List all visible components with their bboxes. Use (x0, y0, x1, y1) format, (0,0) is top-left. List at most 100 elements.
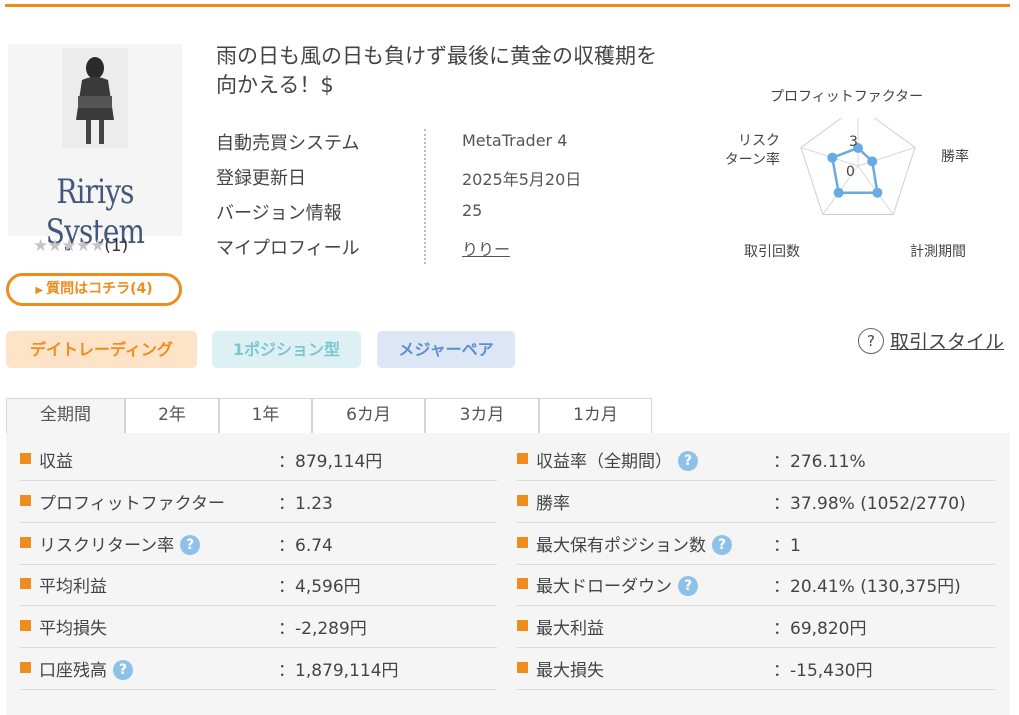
question-button[interactable]: ▶ 質問はコチラ(4) (6, 273, 182, 306)
bullet-square-icon (517, 537, 528, 548)
stat-label: 勝率 (536, 494, 570, 514)
stat-value: ：879,114円 (278, 452, 383, 472)
radar-point (827, 152, 838, 163)
help-icon[interactable]: ? (113, 660, 133, 680)
radar-point (833, 187, 844, 198)
stat-row: 最大ドローダウン? ：20.41% (130,375円) (517, 564, 995, 606)
info-label-profile: マイプロフィール (216, 238, 360, 259)
trade-style-label: 取引スタイル (890, 331, 1005, 353)
stat-label: 最大保有ポジション数? (536, 531, 732, 556)
tag-day-trading[interactable]: デイトレーディング (6, 331, 197, 368)
radar-label-trades: 取引回数 (744, 244, 800, 260)
rating[interactable]: ★★★★★(1) (33, 236, 128, 256)
info-divider (424, 129, 426, 264)
stat-label: リスクリターン率? (39, 531, 201, 556)
info-value-version: 25 (462, 201, 483, 220)
stat-value: ：-2,289円 (278, 619, 367, 639)
bullet-square-icon (20, 453, 31, 464)
rating-stars: ★★★★★ (33, 236, 105, 256)
product-title: 雨の日も風の日も負けず最後に黄金の収穫期を向かえる！$ (216, 44, 657, 97)
help-icon[interactable]: ? (678, 451, 698, 471)
bullet-square-icon (517, 453, 528, 464)
radar-points (827, 143, 883, 198)
radar-grid (800, 118, 916, 216)
bullet-square-icon (517, 662, 528, 673)
info-label-updated: 登録更新日 (216, 168, 306, 189)
radar-scale-max: 3 (849, 134, 858, 150)
bullet-square-icon (20, 662, 31, 673)
tab-1-month[interactable]: 1カ月 (539, 398, 652, 434)
top-accent-line (5, 4, 1010, 7)
stat-label: 口座残高? (39, 656, 133, 681)
info-label-platform: 自動売買システム (216, 133, 360, 154)
profile-link-label: りりー (462, 240, 511, 259)
stat-value: ：4,596円 (278, 577, 361, 597)
stat-row: 最大損失 ：-15,430円 (517, 648, 995, 690)
stat-label: 平均利益 (39, 577, 107, 597)
stat-label: 最大損失 (536, 661, 604, 681)
info-label-version: バージョン情報 (216, 203, 342, 224)
radar-point (872, 187, 883, 198)
stat-value: ：37.98% (1052/2770) (773, 494, 966, 514)
stat-row: プロフィットファクター ：1.23 (20, 481, 497, 523)
radar-axis (857, 146, 916, 167)
profile-link[interactable]: りりー (462, 236, 510, 260)
trade-style-link[interactable]: ? 取引スタイル (858, 327, 1004, 354)
bullet-square-icon (517, 495, 528, 506)
bullet-square-icon (20, 578, 31, 589)
tab-6-months[interactable]: 6カ月 (312, 398, 425, 434)
tab-all-period[interactable]: 全期間 (6, 398, 125, 435)
triangle-right-icon: ▶ (35, 285, 44, 296)
stat-value: ：20.41% (130,375円) (773, 577, 961, 597)
stat-value: ：1 (773, 536, 801, 556)
radar-point (867, 156, 878, 167)
stat-row: リスクリターン率? ：6.74 (20, 523, 497, 565)
radar-scale-min: 0 (846, 164, 855, 180)
radar-label-period: 計測期間 (910, 244, 966, 260)
tag-one-position[interactable]: 1ポジション型 (212, 331, 361, 368)
stat-row: 収益 ：879,114円 (20, 439, 497, 481)
stat-label: プロフィットファクター (39, 494, 225, 514)
stat-row: 最大利益 ：69,820円 (517, 606, 995, 648)
stat-value: ：1,879,114円 (278, 661, 399, 681)
product-photo (62, 48, 128, 148)
question-button-label: 質問はコチラ(4) (46, 281, 153, 297)
radar-label-win-rate: 勝率 (941, 149, 969, 165)
info-value-updated: 2025年5月20日 (462, 170, 582, 189)
help-icon[interactable]: ? (678, 576, 698, 596)
stat-row: 最大保有ポジション数? ：1 (517, 523, 995, 565)
tab-2-years[interactable]: 2年 (125, 398, 219, 434)
stat-label: 収益 (39, 452, 73, 472)
help-icon[interactable]: ? (180, 535, 201, 555)
stat-row: 収益率（全期間）? ：276.11% (517, 439, 995, 481)
bullet-square-icon (517, 620, 528, 631)
bullet-square-icon (20, 537, 31, 548)
info-value-platform: MetaTrader 4 (462, 131, 568, 150)
stat-value: ：276.11% (773, 452, 866, 472)
radar-chart: 3 0 (800, 118, 916, 216)
stat-row: 口座残高? ：1,879,114円 (20, 648, 497, 690)
stat-label: 収益率（全期間）? (536, 447, 698, 472)
stat-value: ：-15,430円 (773, 661, 873, 681)
stat-label: 最大利益 (536, 619, 604, 639)
rating-count: (1) (104, 236, 129, 256)
bullet-square-icon (517, 578, 528, 589)
tag-major-pair[interactable]: メジャーペア (377, 331, 515, 368)
question-circle-icon: ? (858, 327, 884, 354)
product-image[interactable]: Ririys System (8, 44, 182, 252)
stat-value: ：1.23 (278, 494, 333, 514)
stat-row: 平均利益 ：4,596円 (20, 564, 497, 606)
bullet-square-icon (20, 620, 31, 631)
tab-1-year[interactable]: 1年 (219, 398, 312, 434)
stat-value: ：69,820円 (773, 619, 867, 639)
radar-label-risk-return: リスク ターン率 (724, 133, 780, 168)
brand-logo-text: Ririys System (45, 172, 145, 252)
help-icon[interactable]: ? (712, 535, 732, 555)
stat-row: 勝率 ：37.98% (1052/2770) (517, 481, 995, 523)
stat-label: 最大ドローダウン? (536, 572, 698, 597)
tab-3-months[interactable]: 3カ月 (425, 398, 539, 434)
stat-row: 平均損失 ：-2,289円 (20, 606, 497, 648)
stat-label: 平均損失 (39, 619, 107, 639)
bullet-square-icon (20, 495, 31, 506)
radar-label-profit-factor: プロフィットファクター (770, 89, 924, 105)
